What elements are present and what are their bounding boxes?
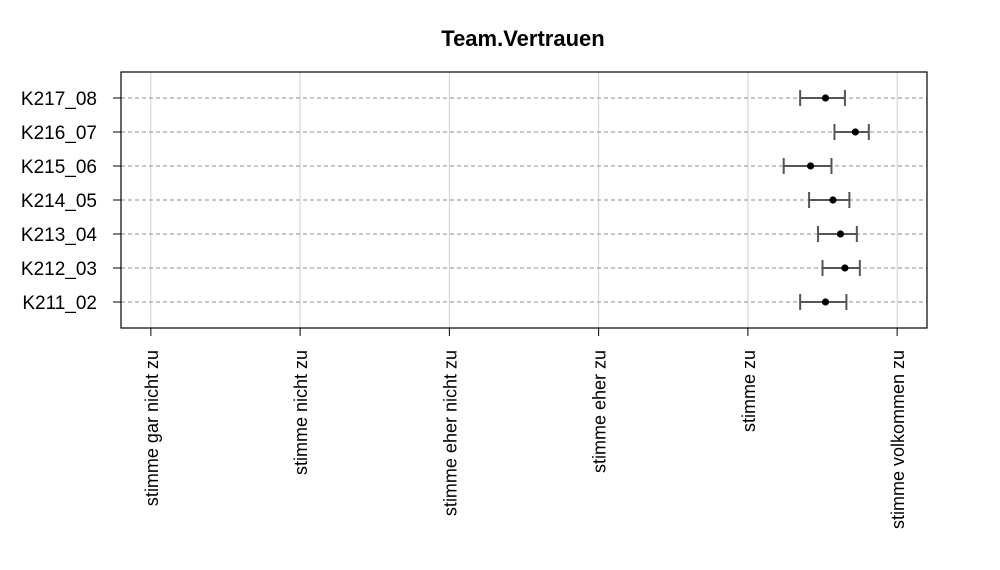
x-axis: stimme gar nicht zu stimme nicht zu stimme…	[142, 328, 908, 529]
x-tick-label: stimme gar nicht zu	[142, 350, 162, 506]
x-tick-label: stimme nicht zu	[291, 350, 311, 475]
y-tick-label: K212_03	[21, 259, 97, 280]
mean-point	[821, 298, 830, 306]
mean-point	[851, 128, 859, 136]
y-tick-label: K215_06	[21, 157, 97, 178]
mean-point	[836, 230, 845, 238]
data-points	[806, 94, 859, 306]
y-axis: K217_08 K216_07 K215_06 K214_05 K213_04 K212_…	[21, 89, 121, 314]
mean-point	[841, 264, 849, 272]
y-tick-label: K213_04	[21, 225, 98, 246]
x-tick-label: stimme zu	[739, 350, 759, 432]
y-tick-label: K214_05	[21, 191, 97, 212]
chart-title: Team.Vertrauen	[441, 26, 604, 51]
grid	[121, 72, 927, 328]
mean-point	[821, 94, 830, 102]
x-tick-label: stimme eher nicht zu	[440, 350, 460, 516]
y-tick-label: K216_07	[21, 123, 97, 144]
x-tick-label: stimme eher zu	[590, 350, 610, 473]
mean-point	[806, 162, 815, 170]
mean-point	[829, 196, 837, 204]
y-tick-label: K211_02	[22, 293, 97, 314]
x-tick-label: stimme volkommen zu	[888, 350, 908, 529]
y-tick-label: K217_08	[21, 89, 97, 110]
